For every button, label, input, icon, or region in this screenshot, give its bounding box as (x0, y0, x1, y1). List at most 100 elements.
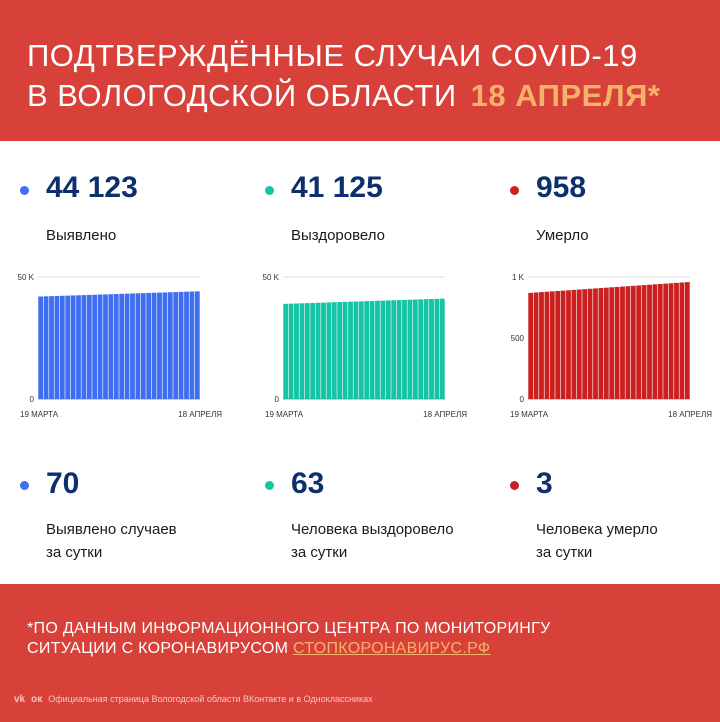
bar (560, 290, 566, 399)
bar (412, 299, 418, 399)
bar (636, 285, 642, 399)
chart-svg-2: 1 K 500 0 19 МАРТА 18 АПРЕЛЯ (510, 273, 712, 419)
column-deaths: 958 Умерло 1 K 500 0 19 МАРТА 18 АПРЕЛЯ 3 Че… (490, 141, 720, 584)
dot-icon (265, 481, 274, 490)
bar (321, 302, 326, 399)
total-deaths-value: 958 (536, 171, 587, 204)
x-tick-label-start: 19 МАРТА (265, 410, 304, 419)
bar (135, 293, 141, 399)
bar (146, 292, 152, 399)
headline-date: 18 АПРЕЛЯ* (470, 78, 661, 113)
bar (439, 298, 445, 399)
x-tick-label-end: 18 АПРЕЛЯ (423, 410, 467, 419)
vk-icon[interactable]: vk (14, 694, 26, 705)
bar (641, 285, 647, 399)
bar (337, 302, 343, 399)
bar (194, 291, 200, 399)
bar (391, 300, 397, 399)
bar (609, 287, 615, 399)
total-detected-value: 44 123 (46, 171, 138, 204)
bar (76, 295, 81, 399)
daily-recovered-label2: за сутки (291, 544, 348, 561)
chart-svg-0: 50 K 0 19 МАРТА 18 АПРЕЛЯ (18, 273, 223, 419)
bar (375, 300, 380, 399)
y-tick-label: 1 K (512, 273, 525, 282)
x-tick-label-end: 18 АПРЕЛЯ (668, 410, 712, 419)
bar (108, 294, 114, 399)
chart-svg-1: 50 K 0 19 МАРТА 18 АПРЕЛЯ (263, 273, 468, 419)
column-detected: 44 123 Выявлено 50 K 0 19 МАРТА 18 АПРЕЛЯ 7… (0, 141, 240, 584)
bar (647, 284, 652, 399)
bar (663, 283, 669, 399)
x-tick-label-end: 18 АПРЕЛЯ (178, 410, 222, 419)
y-tick-label: 0 (30, 395, 35, 404)
y-tick-label: 0 (275, 395, 280, 404)
bar (385, 300, 391, 399)
dot-icon (510, 481, 519, 490)
dot-icon (265, 186, 274, 195)
bar (380, 300, 386, 399)
bar (598, 288, 604, 399)
bar (70, 295, 76, 399)
bar (555, 291, 561, 399)
y-tick-label: 50 K (18, 273, 35, 282)
stats-panel: 44 123 Выявлено 50 K 0 19 МАРТА 18 АПРЕЛЯ 7… (0, 141, 720, 584)
bar (173, 292, 179, 399)
bar (103, 294, 108, 399)
bar (54, 295, 60, 399)
bar (178, 291, 184, 399)
bar (396, 300, 402, 399)
daily-detected-label2: за сутки (46, 544, 103, 561)
dot-icon (20, 481, 29, 490)
bar (119, 293, 125, 399)
bar (684, 282, 690, 399)
daily-detected-value: 70 (46, 467, 80, 500)
bar (283, 303, 289, 399)
daily-detected-label1: Выявлено случаев (46, 521, 177, 538)
y-tick-label: 500 (511, 334, 525, 343)
bar (679, 282, 685, 399)
chart-recovered: 50 K 0 19 МАРТА 18 АПРЕЛЯ (245, 267, 485, 427)
bar (86, 294, 92, 399)
bar (310, 302, 316, 399)
headline-region: В ВОЛОГОДСКОЙ ОБЛАСТИ (27, 78, 457, 113)
bar (407, 299, 413, 399)
daily-recovered-value: 63 (291, 467, 325, 500)
dot-icon (20, 186, 29, 195)
bar (528, 292, 534, 399)
source-text: СИТУАЦИИ С КОРОНАВИРУСОМ (27, 640, 289, 657)
source-link[interactable]: СТОПКОРОНАВИРУС.РФ (293, 640, 491, 657)
headline-line1: ПОДТВЕРЖДЁННЫЕ СЛУЧАИ COVID-19 (27, 38, 638, 73)
bar (582, 289, 588, 399)
chart-deaths: 1 K 500 0 19 МАРТА 18 АПРЕЛЯ (490, 267, 720, 427)
bar (162, 292, 168, 399)
source-line2: СИТУАЦИИ С КОРОНАВИРУСОМ СТОПКОРОНАВИРУС… (27, 640, 490, 658)
bar (331, 302, 337, 399)
bar (49, 296, 54, 399)
bar (124, 293, 130, 399)
bar (429, 299, 434, 399)
daily-deaths-value: 3 (536, 467, 553, 500)
bar (326, 302, 332, 399)
bar (652, 284, 658, 399)
bar (614, 286, 620, 399)
bar (571, 289, 577, 399)
total-recovered-label: Выздоровело (291, 227, 386, 244)
header-banner: ПОДТВЕРЖДЁННЫЕ СЛУЧАИ COVID-19 В ВОЛОГОД… (0, 0, 720, 141)
bar (140, 293, 146, 399)
ok-icon[interactable]: ок (31, 694, 43, 705)
bar (657, 283, 663, 399)
bar (593, 288, 598, 399)
bar (549, 291, 555, 399)
bar (533, 292, 539, 399)
source-line1: *ПО ДАННЫМ ИНФОРМАЦИОННОГО ЦЕНТРА ПО МОН… (27, 620, 551, 637)
bar (97, 294, 103, 399)
bar (294, 303, 299, 399)
bar (668, 283, 674, 399)
bar (130, 293, 135, 399)
bar (288, 303, 294, 399)
bar (167, 292, 173, 399)
y-tick-label: 50 K (263, 273, 280, 282)
bar (576, 289, 582, 399)
daily-deaths-label1: Человека умерло (536, 521, 658, 538)
